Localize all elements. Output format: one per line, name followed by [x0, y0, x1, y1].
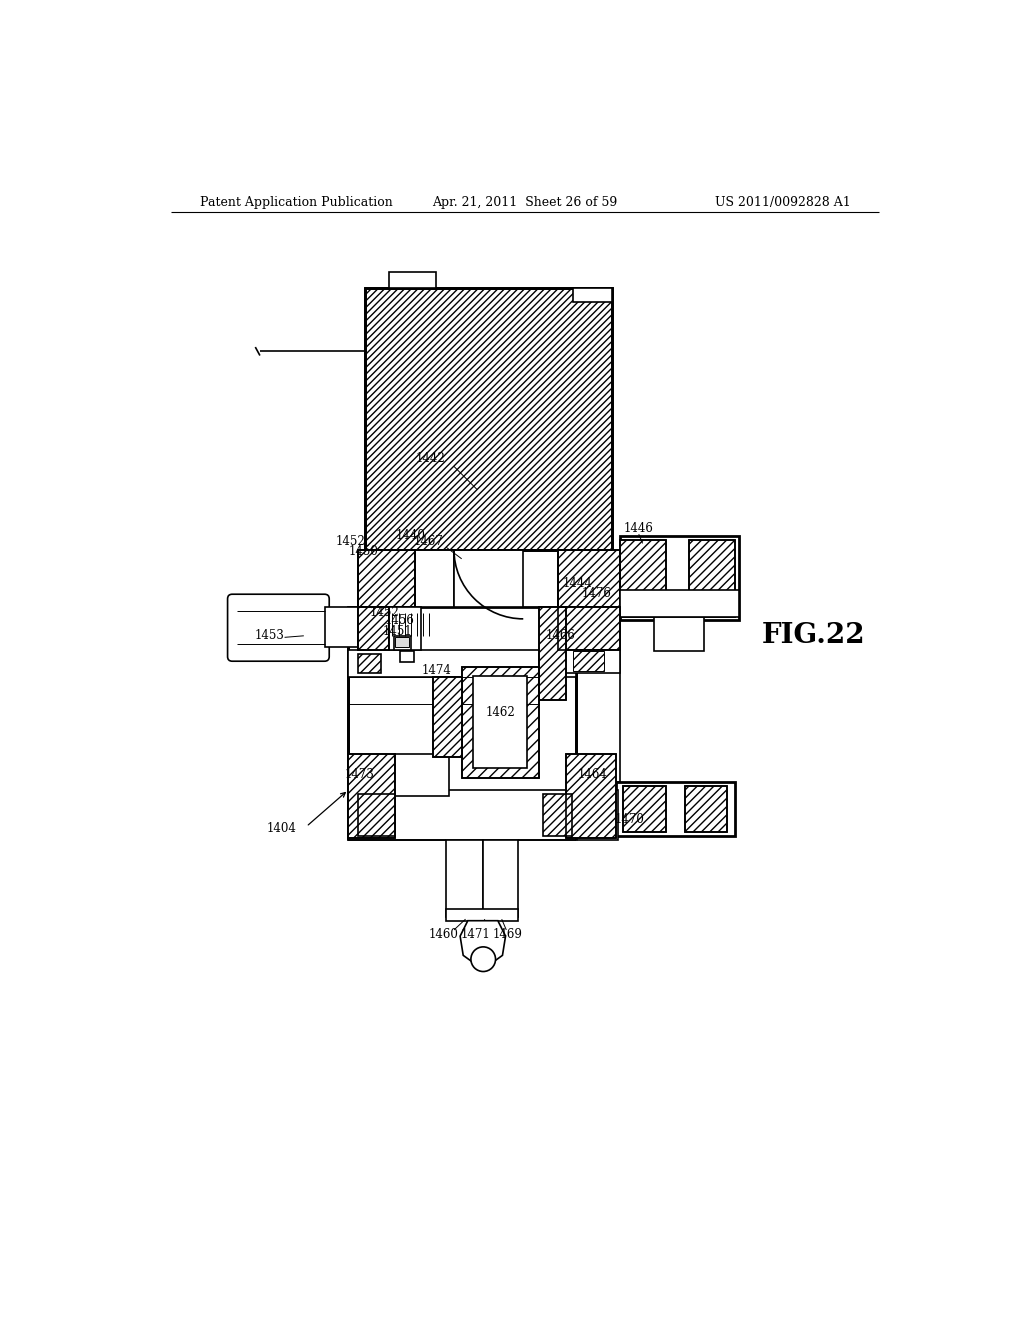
Text: FIG.22: FIG.22 — [762, 622, 865, 649]
Bar — [620, 590, 739, 616]
Bar — [357, 607, 388, 649]
Text: 1471: 1471 — [461, 928, 490, 941]
Bar — [348, 754, 394, 838]
Bar — [357, 549, 416, 607]
Text: 1450: 1450 — [348, 545, 378, 557]
Bar — [573, 288, 611, 302]
Text: 1451: 1451 — [383, 626, 413, 639]
Bar — [539, 607, 565, 700]
Bar — [400, 651, 414, 663]
Bar — [558, 649, 620, 673]
Text: 1462: 1462 — [485, 706, 515, 719]
Text: US 2011/0092828 A1: US 2011/0092828 A1 — [715, 195, 851, 209]
Bar — [366, 288, 611, 549]
Bar — [620, 540, 666, 616]
Bar — [388, 607, 421, 649]
Bar — [558, 549, 620, 607]
Bar — [558, 549, 620, 607]
Text: 1452: 1452 — [335, 536, 365, 548]
Bar — [620, 540, 666, 616]
Bar — [325, 607, 357, 647]
Bar — [348, 754, 394, 838]
Text: 1404: 1404 — [266, 822, 296, 834]
Bar — [615, 781, 735, 836]
Bar — [433, 677, 462, 758]
Text: 1444: 1444 — [562, 577, 592, 590]
Text: 1466: 1466 — [546, 630, 575, 643]
Text: Apr. 21, 2011  Sheet 26 of 59: Apr. 21, 2011 Sheet 26 of 59 — [432, 195, 617, 209]
Bar — [483, 840, 518, 917]
Bar — [539, 653, 562, 673]
Bar — [462, 667, 539, 779]
Text: 1452: 1452 — [370, 606, 399, 619]
Bar — [446, 840, 483, 917]
Text: 1474: 1474 — [422, 664, 452, 677]
FancyBboxPatch shape — [227, 594, 330, 661]
Bar — [446, 909, 518, 921]
Text: 1442: 1442 — [416, 453, 445, 465]
Text: 1467: 1467 — [414, 536, 443, 548]
Bar — [685, 785, 727, 832]
Bar — [565, 754, 615, 838]
Bar — [366, 288, 611, 549]
Bar — [624, 785, 666, 832]
Text: 1473: 1473 — [345, 768, 375, 781]
Bar — [565, 754, 615, 838]
Text: 1446: 1446 — [624, 521, 653, 535]
Bar — [357, 607, 388, 649]
Bar — [388, 272, 436, 288]
Text: 1464: 1464 — [578, 768, 607, 781]
Circle shape — [471, 946, 496, 972]
Bar — [462, 667, 539, 779]
Bar — [558, 607, 620, 649]
Bar — [348, 607, 575, 792]
Text: 1476: 1476 — [582, 587, 611, 601]
Bar — [348, 649, 575, 677]
Bar — [573, 651, 604, 671]
Bar — [689, 540, 735, 616]
Bar — [433, 677, 462, 758]
Text: 1456: 1456 — [385, 614, 415, 627]
Bar — [558, 607, 620, 649]
Bar — [395, 638, 410, 647]
Bar — [394, 754, 449, 796]
Bar — [539, 607, 565, 700]
Bar — [357, 549, 416, 607]
Polygon shape — [460, 921, 506, 965]
Bar — [473, 676, 527, 768]
Bar — [454, 549, 523, 607]
Bar — [685, 785, 727, 832]
Bar — [416, 549, 454, 607]
Bar — [689, 540, 735, 616]
Text: 1470: 1470 — [614, 813, 644, 825]
Bar — [357, 653, 381, 673]
Text: 1469: 1469 — [493, 928, 523, 941]
Bar — [394, 636, 411, 649]
Text: 1440: 1440 — [395, 529, 425, 543]
Bar — [348, 789, 617, 840]
Bar — [624, 785, 666, 832]
Bar — [654, 616, 705, 651]
Bar — [357, 793, 394, 836]
Text: 1453: 1453 — [254, 630, 284, 643]
Text: Patent Application Publication: Patent Application Publication — [200, 195, 392, 209]
Bar — [543, 793, 571, 836]
Bar — [620, 536, 739, 620]
Text: 1460: 1460 — [429, 928, 459, 941]
